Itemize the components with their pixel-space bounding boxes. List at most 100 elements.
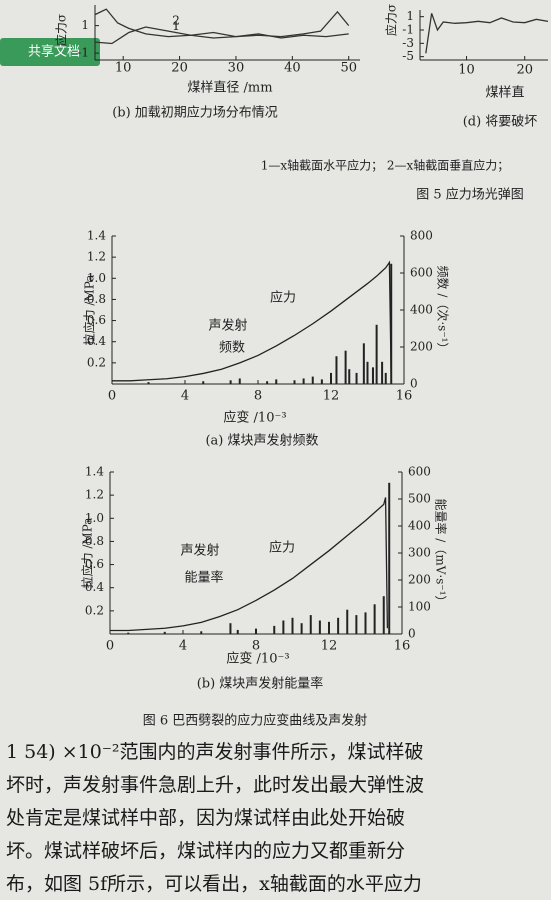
ae-bar (200, 631, 203, 634)
y2-tick-label: 200 (408, 573, 431, 587)
y2-tick-label: 0 (408, 627, 416, 641)
y-tick-label: 1.4 (87, 229, 106, 243)
ae-bar (364, 612, 367, 634)
y-tick-label: 1.4 (85, 465, 104, 479)
y2-tick-label: 0 (410, 377, 418, 391)
series-label: 2 (172, 14, 180, 28)
fig5-caption: 图 5 应力场光弹图 (416, 187, 524, 203)
data-line (112, 260, 392, 382)
y2-tick-label: 400 (410, 303, 433, 317)
ae-bar (320, 379, 323, 384)
annotation: 能量率 (184, 570, 223, 586)
x-tick-label: 20 (171, 61, 188, 76)
y2-tick-label: 400 (408, 519, 431, 533)
x-axis-label: 应变 /10⁻³ (226, 651, 289, 667)
ae-bar (291, 617, 294, 634)
y-tick-label: 0.4 (85, 580, 104, 594)
y-tick-label: -1 (77, 46, 89, 60)
x-axis-label: 应变 /10⁻³ (223, 410, 286, 426)
chart-caption: (d) 将要破坏 (463, 115, 538, 130)
ae-bar (375, 324, 378, 384)
y2-tick-label: 300 (408, 546, 431, 560)
y-tick-label: 1 (81, 18, 89, 32)
y-tick-label: -5 (402, 49, 414, 63)
ae-bar (328, 621, 330, 634)
ae-bar (330, 372, 332, 384)
x-tick-label: 10 (458, 63, 475, 78)
y-tick-label: 0.6 (87, 313, 106, 327)
y-tick-label: 1 (406, 9, 414, 23)
ae-bar (163, 631, 166, 634)
paragraph-line: 1 54) ×10⁻²范围内的声发射事件所示，煤试样破 (6, 741, 424, 763)
y2-tick-label: 500 (408, 492, 431, 506)
share-badge[interactable] (0, 38, 100, 66)
y-tick-label: 0.2 (87, 355, 106, 369)
ae-bar (236, 629, 239, 634)
ae-bar (229, 623, 232, 634)
data-line (94, 26, 349, 45)
ae-bar (273, 625, 276, 634)
ae-bar (366, 361, 369, 384)
y2-axis-label: 频数 /（次·s⁻¹） (436, 266, 451, 355)
x-tick-label: 16 (394, 639, 411, 654)
x-tick-label: 40 (284, 61, 301, 76)
x-axis-label: 煤样直 (485, 86, 524, 101)
y-tick-label: 0.8 (85, 534, 104, 548)
ae-bar (309, 615, 312, 634)
data-line (425, 13, 549, 54)
paragraph-line: 布，如图 5f所示，可以看出，x轴截面的水平应力 (6, 873, 422, 895)
ae-bar (302, 378, 305, 384)
ae-bar (238, 378, 241, 384)
annotation: 声发射 (208, 318, 247, 334)
x-tick-label: 4 (179, 639, 187, 654)
ae-bar (311, 376, 314, 384)
chart-caption: (a) 煤块声发射频数 (205, 433, 318, 449)
y-tick-label: 1.2 (85, 488, 104, 502)
ae-bar (293, 380, 296, 384)
x-tick-label: 8 (254, 389, 262, 404)
ae-bar (382, 596, 385, 634)
x-axis-label: 煤样直径 /mm (187, 81, 272, 96)
ae-bar (371, 367, 374, 384)
annotation: 声发射 (180, 543, 219, 559)
data-line (110, 497, 389, 632)
y2-tick-label: 600 (408, 465, 431, 479)
x-tick-label: 12 (323, 389, 340, 404)
ae-bar (373, 604, 376, 634)
ae-bar (355, 372, 358, 384)
x-tick-label: 0 (106, 639, 114, 654)
ae-bar (300, 623, 303, 634)
ae-bar (362, 343, 365, 384)
y-tick-label: 0.2 (85, 603, 104, 617)
chart-caption: (b) 加载初期应力场分布情况 (112, 105, 278, 121)
ae-bar (390, 263, 393, 384)
y-tick-label: -1 (402, 23, 414, 37)
y-axis-label: 拉应力 /MPa (80, 518, 95, 589)
y-axis-label: 应力σ (384, 4, 399, 36)
y2-tick-label: 100 (408, 600, 431, 614)
y-tick-label: 1.0 (85, 511, 104, 525)
ae-bar (266, 381, 269, 384)
badge-text[interactable]: 共享文档 (28, 44, 80, 60)
ae-bar (344, 350, 347, 384)
x-tick-label: 16 (396, 389, 413, 404)
x-tick-label: 0 (108, 389, 116, 404)
ae-bar (337, 617, 340, 634)
x-tick-label: 4 (181, 389, 189, 404)
x-tick-label: 20 (516, 63, 533, 78)
y-axis-label: 拉应力 /MPa (82, 275, 97, 346)
ae-bar (346, 609, 349, 634)
annotation: 频数 (219, 341, 245, 356)
y-tick-label: 0.8 (87, 292, 106, 306)
x-tick-label: 50 (340, 61, 357, 76)
paragraph-line: 坏时，声发射事件急剧上升，此时发出最大弹性波 (6, 774, 424, 796)
annotation: 应力 (270, 290, 296, 306)
annotation: 应力 (269, 540, 295, 556)
ae-bar (202, 381, 205, 384)
fig6-caption: 图 6 巴西劈裂的应力应变曲线及声发射 (143, 713, 368, 729)
ae-bar (355, 615, 358, 634)
paragraph-line: 坏。煤试样破坏后，煤试样内的应力又都重新分 (6, 840, 405, 862)
